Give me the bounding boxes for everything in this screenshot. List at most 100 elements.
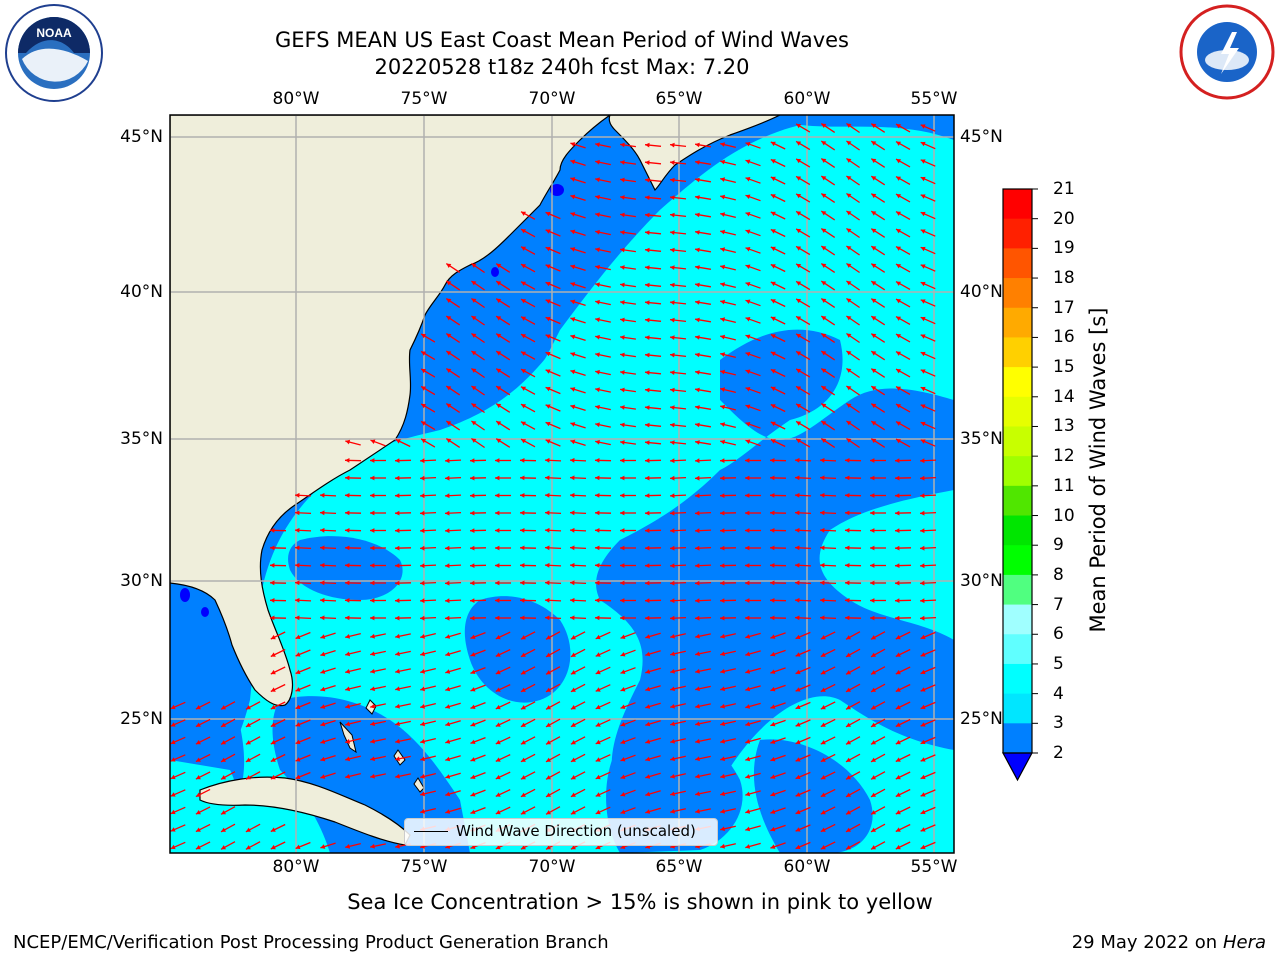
wave-arrow-head	[195, 722, 201, 727]
wave-arrow-head	[796, 316, 802, 321]
wave-arrow-head	[495, 774, 501, 780]
wave-arrow-head	[695, 756, 700, 762]
wave-arrow-head	[871, 722, 876, 727]
wave-arrow-head	[670, 142, 675, 148]
lat-label-left: 45°N	[120, 127, 163, 147]
wave-arrow-head	[345, 669, 351, 674]
wave-arrow-head	[720, 177, 726, 182]
wave-arrow-head	[445, 580, 450, 586]
wave-arrow-head	[370, 528, 375, 533]
wave-arrow-head	[645, 686, 651, 692]
wave-arrow-head	[920, 493, 925, 499]
wave-arrow-head	[620, 722, 626, 727]
wave-arrow-head	[770, 316, 776, 322]
wave-arrow-head	[796, 386, 802, 391]
wave-arrow-head	[895, 757, 901, 762]
wave-arrow-head	[745, 809, 751, 814]
wave-arrow-head	[920, 634, 926, 640]
wave-arrow-head	[445, 458, 450, 464]
wave-arrow-head	[545, 492, 550, 498]
wave-arrow-head	[770, 739, 776, 744]
wave-arrow-head	[595, 493, 600, 498]
wave-arrow-head	[920, 246, 926, 252]
wave-arrow-head	[595, 475, 600, 481]
wave-arrow-head	[871, 775, 876, 780]
wave-arrow-head	[471, 316, 477, 321]
wave-arrow-head	[320, 756, 326, 762]
footer-date: 29 May 2022 on Hera	[1072, 932, 1266, 953]
wave-arrow-head	[570, 792, 576, 797]
wave-arrow-head	[446, 403, 452, 408]
wave-arrow-head	[720, 159, 726, 165]
wave-arrow-head	[345, 510, 350, 516]
wave-arrow-head	[871, 687, 876, 692]
wave-arrow-head	[845, 458, 850, 463]
wave-arrow-head	[245, 722, 251, 727]
wave-arrow-head	[620, 230, 625, 235]
wave-arrow-head	[870, 475, 875, 481]
wave-arrow-head	[445, 686, 451, 692]
wave-arrow-head	[645, 475, 650, 481]
wave-arrow-head	[670, 212, 675, 218]
colorbar-band	[1003, 218, 1032, 249]
underflow-spot	[491, 267, 499, 277]
wave-arrow-head	[545, 351, 551, 357]
wave-arrow-head	[745, 598, 750, 603]
wave-arrow-head	[645, 528, 650, 533]
wave-arrow-head	[295, 774, 301, 780]
wave-arrow-head	[846, 775, 851, 780]
wave-arrow-head	[521, 369, 526, 374]
wave-arrow-head	[720, 598, 725, 603]
wave-arrow-head	[920, 615, 925, 621]
wave-arrow-head	[895, 652, 901, 657]
wave-arrow-head	[395, 493, 400, 498]
wave-arrow-head	[170, 739, 176, 745]
wave-arrow-head	[720, 738, 725, 744]
wave-arrow-head	[695, 405, 700, 410]
wave-arrow-head	[695, 475, 700, 481]
wave-arrow-head	[521, 264, 526, 269]
wave-arrow-head	[421, 333, 427, 339]
wave-arrow-head	[545, 597, 550, 603]
wave-arrow-head	[920, 704, 926, 710]
wave-arrow-head	[720, 510, 725, 516]
wave-arrow-head	[395, 651, 400, 657]
wave-arrow-head	[595, 615, 600, 621]
wave-arrow-head	[620, 317, 625, 323]
wave-arrow-head	[795, 809, 801, 815]
wave-arrow-head	[495, 598, 500, 603]
wave-arrow-head	[645, 335, 650, 340]
wave-arrow-head	[495, 792, 501, 797]
wave-arrow-head	[345, 774, 351, 779]
wave-arrow-head	[870, 510, 875, 516]
wave-arrow-head	[695, 721, 700, 727]
wave-arrow-head	[520, 652, 526, 657]
wave-arrow-head	[445, 528, 450, 534]
wave-arrow-head	[595, 722, 601, 727]
wave-arrow-head	[320, 615, 325, 621]
wave-arrow-head	[446, 421, 452, 426]
wave-arrow-head	[595, 194, 600, 200]
colorbar-tick-label: 15	[1053, 357, 1075, 378]
wave-arrow-head	[370, 510, 375, 516]
wave-arrow-head	[871, 228, 877, 234]
wave-arrow-head	[720, 651, 725, 657]
wave-arrow-head	[245, 757, 251, 762]
wave-arrow-head	[645, 247, 650, 253]
wave-arrow-head	[645, 212, 650, 218]
wave-arrow-head	[745, 651, 751, 657]
wave-arrow-head	[195, 757, 201, 762]
wave-arrow-head	[846, 705, 851, 710]
lat-label-left: 40°N	[120, 282, 163, 302]
wave-arrow-head	[445, 493, 450, 499]
wave-arrow-head	[370, 756, 375, 762]
wave-arrow-head	[820, 670, 826, 675]
map-legend: Wind Wave Direction (unscaled)	[404, 818, 718, 846]
wave-arrow-head	[821, 246, 827, 251]
colorbar-under-triangle	[1003, 753, 1032, 780]
colorbar-tick-label: 2	[1053, 743, 1064, 763]
wave-arrow-head	[796, 246, 802, 251]
wave-arrow-head	[745, 774, 751, 779]
wave-arrow-head	[670, 634, 675, 639]
